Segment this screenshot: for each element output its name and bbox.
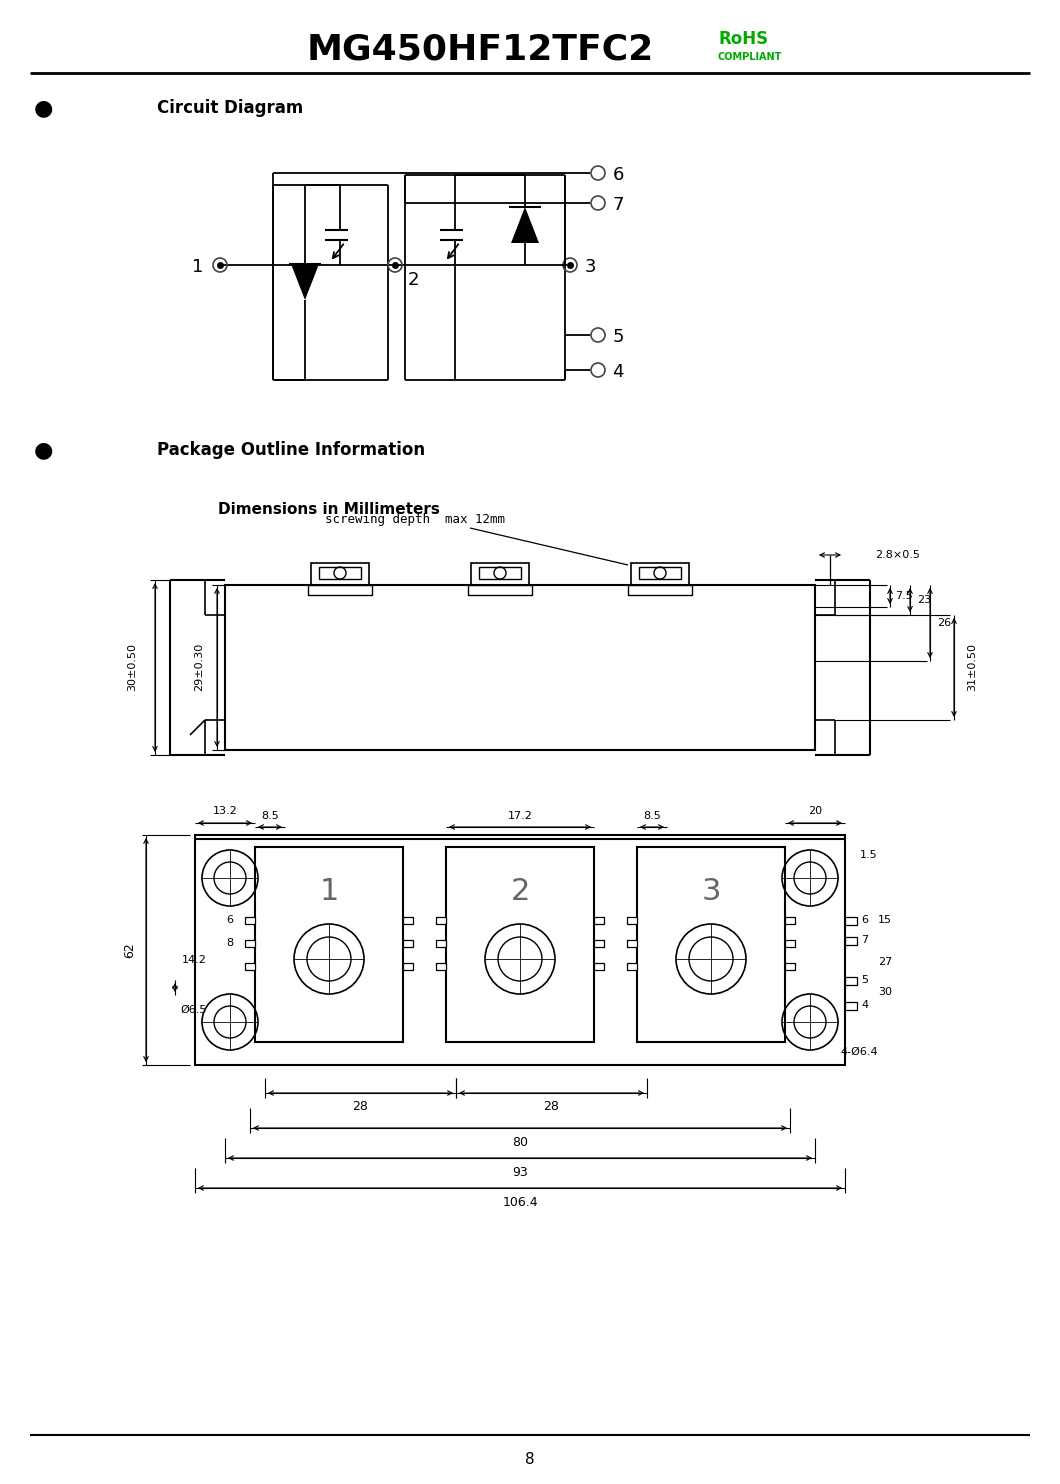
Bar xyxy=(845,917,856,925)
Bar xyxy=(308,585,372,595)
Text: 26: 26 xyxy=(937,617,951,628)
Text: RoHS: RoHS xyxy=(718,30,768,47)
Bar xyxy=(628,585,692,595)
Bar xyxy=(195,835,845,1066)
Text: 1.5: 1.5 xyxy=(860,850,878,861)
Text: 7.5: 7.5 xyxy=(895,591,913,601)
Text: 6: 6 xyxy=(613,166,623,184)
Text: 8.5: 8.5 xyxy=(643,810,660,821)
Bar xyxy=(594,939,604,947)
Bar xyxy=(637,847,785,1042)
Text: 31±0.50: 31±0.50 xyxy=(967,643,977,692)
Text: 30±0.50: 30±0.50 xyxy=(127,643,137,692)
Bar xyxy=(446,847,594,1042)
Text: 29±0.30: 29±0.30 xyxy=(194,643,204,692)
Text: COMPLIANT: COMPLIANT xyxy=(718,52,782,62)
Text: 20: 20 xyxy=(808,806,823,816)
Text: 7: 7 xyxy=(613,196,623,214)
Text: 6: 6 xyxy=(227,916,233,925)
Text: 17.2: 17.2 xyxy=(508,810,532,821)
Bar xyxy=(594,917,604,925)
Bar xyxy=(628,963,637,971)
Bar xyxy=(436,917,446,925)
Bar xyxy=(639,567,681,579)
Bar xyxy=(255,847,403,1042)
Bar xyxy=(403,939,413,947)
Text: 80: 80 xyxy=(512,1135,528,1149)
Bar xyxy=(436,939,446,947)
Bar xyxy=(311,562,369,585)
Text: 5: 5 xyxy=(862,975,868,985)
Text: 27: 27 xyxy=(878,957,893,968)
Text: MG450HF12TFC2: MG450HF12TFC2 xyxy=(306,33,654,67)
Bar xyxy=(245,963,255,971)
Text: 1: 1 xyxy=(319,877,339,907)
Text: 4: 4 xyxy=(862,1000,868,1011)
Text: 8.5: 8.5 xyxy=(261,810,279,821)
Text: screwing depth  max 12mm: screwing depth max 12mm xyxy=(325,513,505,527)
Bar xyxy=(403,917,413,925)
Text: 2: 2 xyxy=(407,272,419,289)
Text: 28: 28 xyxy=(352,1101,368,1113)
Text: 3: 3 xyxy=(702,877,721,907)
Bar xyxy=(479,567,522,579)
Bar xyxy=(245,917,255,925)
Bar xyxy=(845,936,856,945)
Polygon shape xyxy=(511,206,538,243)
Text: 6: 6 xyxy=(862,916,868,925)
Bar xyxy=(845,1002,856,1011)
Text: 30: 30 xyxy=(878,987,893,997)
Bar xyxy=(594,963,604,971)
Text: 4: 4 xyxy=(613,364,623,381)
Bar xyxy=(631,562,689,585)
Text: 7: 7 xyxy=(862,935,868,945)
Text: 5: 5 xyxy=(613,328,623,346)
Text: Package Outline Information: Package Outline Information xyxy=(157,441,425,459)
Bar xyxy=(628,917,637,925)
Text: 8: 8 xyxy=(525,1453,535,1468)
Text: Ø6.5: Ø6.5 xyxy=(180,1005,207,1015)
Text: 93: 93 xyxy=(512,1165,528,1178)
Bar xyxy=(785,963,795,971)
Text: 2: 2 xyxy=(510,877,530,907)
Bar xyxy=(319,567,361,579)
Text: Dimensions in Millimeters: Dimensions in Millimeters xyxy=(218,503,440,518)
Text: 3: 3 xyxy=(584,258,596,276)
Text: ●: ● xyxy=(33,439,53,460)
Bar xyxy=(245,939,255,947)
Text: ●: ● xyxy=(33,98,53,119)
Text: 62: 62 xyxy=(124,942,137,957)
Text: Circuit Diagram: Circuit Diagram xyxy=(157,99,303,117)
Bar xyxy=(471,562,529,585)
Text: 23: 23 xyxy=(917,595,931,605)
Bar xyxy=(436,963,446,971)
Bar xyxy=(785,939,795,947)
Text: 13.2: 13.2 xyxy=(213,806,237,816)
Text: 28: 28 xyxy=(543,1101,559,1113)
Text: 8: 8 xyxy=(227,938,233,948)
Text: 2.8×0.5: 2.8×0.5 xyxy=(874,551,920,559)
Bar xyxy=(225,585,815,749)
Bar xyxy=(628,939,637,947)
Bar xyxy=(845,976,856,985)
Text: 14.2: 14.2 xyxy=(182,956,207,965)
Text: 1: 1 xyxy=(192,258,204,276)
Bar xyxy=(469,585,532,595)
Bar xyxy=(785,917,795,925)
Polygon shape xyxy=(292,264,319,300)
Bar xyxy=(403,963,413,971)
Text: 15: 15 xyxy=(878,916,893,925)
Text: 106.4: 106.4 xyxy=(502,1196,537,1208)
Text: 4-Ø6.4: 4-Ø6.4 xyxy=(840,1048,878,1057)
